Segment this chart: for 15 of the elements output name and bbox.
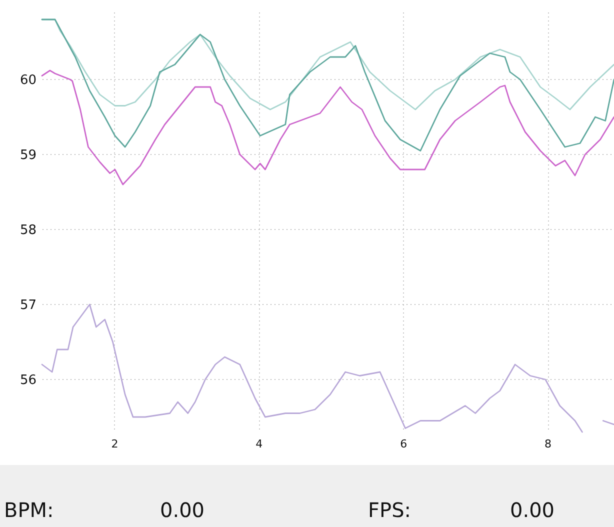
x-tick-label: 8 <box>544 438 552 450</box>
y-tick-label: 56 <box>20 373 36 388</box>
y-tick-label: 60 <box>20 73 36 88</box>
y-tick-label: 57 <box>20 298 36 313</box>
text: BPM: <box>4 498 54 522</box>
line-series <box>41 18 614 152</box>
x-tick-label: 6 <box>400 438 408 450</box>
y-tick-label: 58 <box>20 223 36 238</box>
x-tick-label: 4 <box>256 438 263 450</box>
text: 0.00 <box>160 498 205 522</box>
text: 0.00 <box>510 498 555 522</box>
x-tick-label: 2 <box>111 438 118 450</box>
y-tick-label: 59 <box>20 148 36 163</box>
line-series <box>41 70 614 186</box>
text: FPS: <box>368 498 411 522</box>
